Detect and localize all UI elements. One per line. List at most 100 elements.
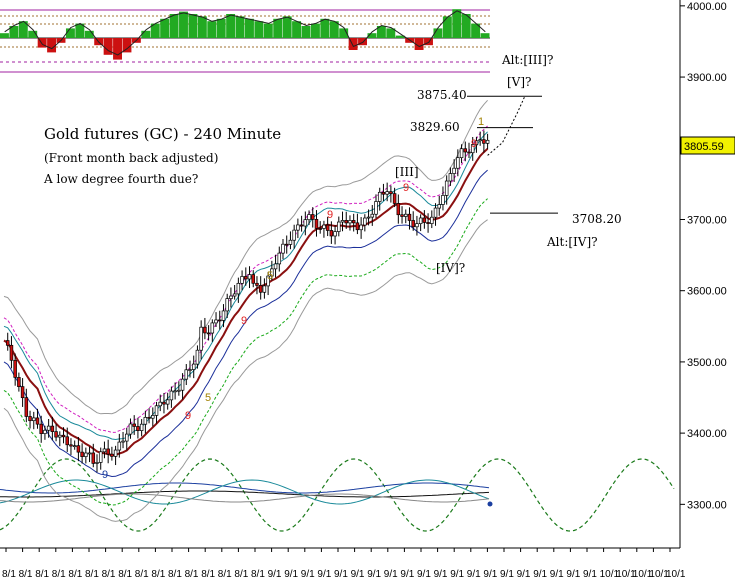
x-tick-label: 8/1 [201, 569, 215, 580]
x-tick-label: 8/1 [102, 569, 116, 580]
candle-body [385, 191, 389, 195]
candle-body [311, 214, 315, 220]
candle-body [58, 434, 62, 438]
candle-body [262, 285, 267, 293]
osc-bar [75, 23, 85, 38]
x-tick-label: 10/1 [666, 569, 686, 580]
count-label: 9 [241, 315, 247, 327]
blue-band [3, 169, 488, 478]
osc-bar [433, 28, 443, 38]
x-tick-label: 8/1 [118, 569, 132, 580]
osc-bar [122, 38, 132, 53]
osc-bar [339, 28, 349, 38]
candle-body [165, 399, 170, 405]
candle-body [69, 444, 73, 447]
candle-body [292, 229, 296, 241]
candle-body [106, 448, 110, 455]
osc-bar [226, 14, 236, 38]
x-tick-label: 9/1 [500, 569, 514, 580]
count-label: 9 [471, 138, 477, 150]
candle-body [437, 204, 441, 209]
candle-body [396, 203, 401, 216]
x-tick-label: 9/1 [566, 569, 580, 580]
candle-body [318, 228, 322, 230]
candle-body [444, 180, 449, 196]
candle-body [80, 451, 84, 457]
candle-body [452, 167, 456, 174]
candle-body [441, 195, 445, 205]
candle-body [307, 214, 311, 221]
cycle-band-line [0, 493, 490, 503]
osc-bar [197, 16, 207, 38]
candle-body [303, 219, 308, 227]
candle-body [17, 377, 21, 387]
osc-bar [113, 38, 122, 60]
level-label: 3875.40 [417, 88, 467, 102]
osc-bar [37, 38, 47, 48]
osc-bar [141, 30, 151, 38]
osc-bar [452, 9, 462, 38]
candle-body [270, 268, 274, 277]
x-tick-label: 10/1 [649, 569, 669, 580]
osc-bar [179, 11, 188, 38]
candle-body [35, 417, 40, 425]
candle-body [314, 218, 319, 229]
x-tick-label: 8/1 [2, 569, 16, 580]
candle-body [474, 140, 479, 145]
candle-body [225, 298, 229, 312]
count-label: 9 [102, 469, 108, 481]
osc-bar [320, 18, 330, 38]
x-tick-label: 9/1 [483, 569, 497, 580]
candle-body [151, 415, 155, 419]
candle-body [39, 423, 43, 434]
osc-bar [216, 18, 226, 38]
candle-body [95, 462, 99, 464]
candle-body [482, 139, 486, 144]
x-tick-label: 9/1 [434, 569, 448, 580]
candle-body [136, 426, 140, 432]
candle-body [247, 274, 252, 280]
candle-body [426, 222, 430, 224]
candle-body [162, 401, 166, 405]
candle-body [210, 322, 215, 334]
candle-body [359, 224, 363, 231]
candle-body [415, 223, 419, 228]
outer-envelope-lower [3, 219, 488, 522]
candle-body [266, 275, 270, 287]
last-price-label: 3805.59 [684, 141, 724, 153]
osc-bar [376, 26, 386, 38]
candle-body [374, 201, 378, 215]
chart-title: Gold futures (GC) - 240 Minute [44, 125, 281, 143]
candle-body [296, 224, 300, 231]
candle-body [61, 434, 66, 438]
x-tick-label: 8/1 [185, 569, 199, 580]
x-tick-label: 9/1 [317, 569, 331, 580]
candle-body [206, 332, 211, 335]
x-tick-label: 9/1 [384, 569, 398, 580]
x-tick-label: 8/1 [251, 569, 265, 580]
x-tick-label: 9/1 [301, 569, 315, 580]
candle-body [467, 151, 471, 154]
osc-bar [348, 38, 358, 50]
candle-body [54, 431, 58, 438]
x-tick-label: 8/1 [52, 569, 66, 580]
x-tick-label: 9/1 [351, 569, 365, 580]
candle-body [20, 386, 25, 399]
y-tick-label: 3600.00 [687, 286, 727, 298]
candle-body [363, 217, 367, 226]
level-label: 3829.60 [410, 120, 460, 134]
moving-average [3, 148, 489, 457]
candle-body [485, 139, 490, 144]
x-tick-label: 8/1 [151, 569, 165, 580]
x-tick-label: 10/1 [633, 569, 653, 580]
osc-bar [235, 16, 245, 38]
x-tick-label: 9/1 [334, 569, 348, 580]
candle-body [203, 326, 207, 334]
y-tick-label: 3400.00 [687, 428, 727, 440]
candle-body [377, 191, 382, 202]
candle-body [102, 448, 107, 453]
x-tick-label: 10/1 [600, 569, 620, 580]
count-label: 1 [478, 116, 484, 128]
osc-bar [471, 23, 481, 38]
